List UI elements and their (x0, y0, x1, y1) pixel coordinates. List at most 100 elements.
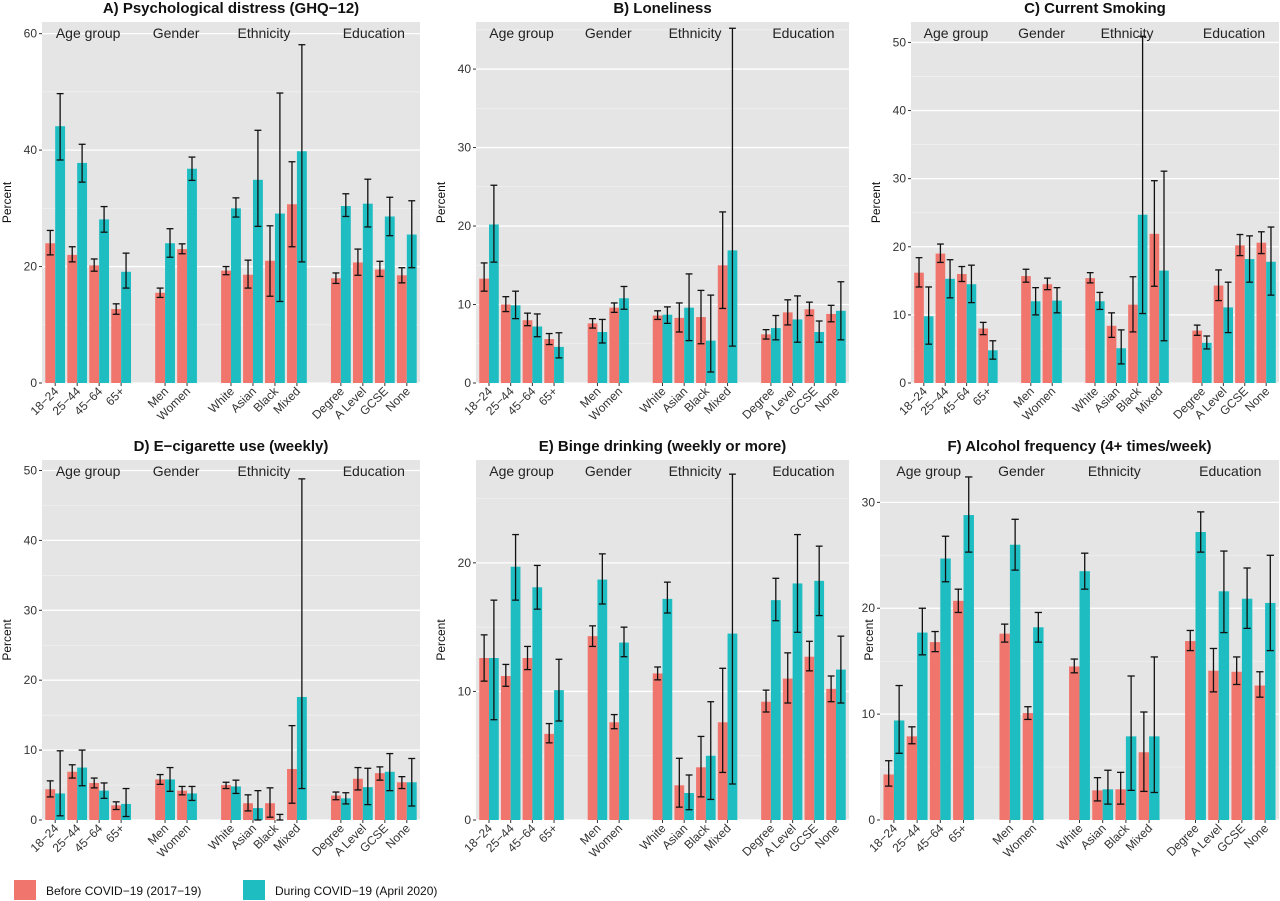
bar-during-18−24 (489, 224, 499, 383)
error-bar (837, 281, 845, 341)
error-bar (610, 302, 618, 314)
panel-title: C) Current Smoking (1024, 0, 1166, 17)
error-bar (762, 328, 770, 340)
bar-before-A Level (782, 678, 793, 820)
panel-title: E) Binge drinking (weekly or more) (539, 438, 787, 455)
bar-during-Women (1033, 627, 1044, 820)
error-bar (784, 299, 792, 326)
bar-before-White (652, 673, 663, 820)
error-bar (1193, 324, 1201, 336)
legend-swatch-during (243, 880, 265, 900)
bar-during-GCSE (814, 331, 825, 383)
error-bar (772, 314, 780, 341)
error-bar (1209, 647, 1218, 693)
error-bar (794, 533, 801, 633)
bar-during-Men (597, 579, 608, 820)
y-tick-label: 20 (862, 601, 876, 615)
bar-before-65+ (978, 328, 989, 383)
error-bar (342, 193, 350, 218)
y-tick-label: 0 (464, 376, 471, 390)
bar-before-Mixed (1149, 233, 1160, 383)
error-bar (598, 318, 606, 344)
error-bar (697, 289, 705, 345)
bar-during-65+ (963, 515, 974, 820)
error-bar (1151, 180, 1158, 287)
y-tick-label: 40 (24, 533, 38, 547)
bar-during-White (231, 208, 241, 383)
group-label: Ethnicity (669, 463, 722, 479)
error-bar (298, 44, 306, 263)
bar-before-White (652, 315, 663, 383)
bar-before-Asian (1092, 790, 1103, 820)
error-bar (937, 243, 944, 264)
group-label: Education (1199, 463, 1261, 479)
error-bar (100, 205, 108, 233)
error-bar (68, 764, 76, 779)
bar-during-A Level (1218, 591, 1230, 820)
error-bar (1104, 769, 1112, 805)
error-bar (729, 473, 736, 785)
bar-before-None (396, 782, 407, 820)
error-bar (815, 545, 823, 617)
error-bar (364, 767, 372, 806)
group-label: Gender (1018, 25, 1065, 41)
bar-during-GCSE (384, 216, 395, 383)
error-bar (78, 749, 86, 787)
error-bar (958, 265, 966, 283)
bar-before-None (826, 313, 836, 383)
plot-background (42, 460, 420, 820)
y-tick-label: 50 (24, 463, 38, 477)
bar-during-White (1079, 571, 1090, 820)
error-bar (408, 200, 416, 269)
bar-before-White (221, 785, 231, 820)
error-bar (166, 228, 174, 258)
error-bar (533, 313, 541, 338)
bar-during-Asian (684, 307, 694, 383)
bar-during-GCSE (1244, 259, 1255, 383)
bar-before-45−64 (522, 658, 533, 820)
bar-during-Men (597, 331, 608, 383)
bar-before-A Level (782, 312, 793, 383)
bar-before-Men (999, 633, 1010, 820)
error-bar (524, 645, 531, 671)
error-bar (90, 777, 98, 789)
error-bar (512, 290, 519, 320)
bar-before-18−24 (479, 658, 490, 820)
bar-before-None (1254, 685, 1266, 820)
x-tick-label: Mixed (1123, 821, 1156, 854)
bar-during-Women (187, 793, 197, 820)
error-bar (1224, 281, 1232, 334)
error-bar (398, 776, 406, 790)
bar-before-45−64 (89, 782, 100, 820)
error-bar (915, 257, 923, 288)
error-bar (989, 340, 997, 360)
bar-during-65+ (554, 346, 564, 383)
bar-before-45−64 (522, 320, 533, 383)
error-bar (968, 264, 975, 304)
error-bar (376, 260, 384, 278)
error-bar (524, 312, 531, 327)
error-bar (1108, 312, 1115, 339)
bar-during-45−64 (99, 790, 110, 820)
error-bar (1024, 706, 1032, 721)
error-bar (490, 184, 498, 263)
bar-before-18−24 (914, 272, 924, 383)
bar-before-65+ (111, 309, 122, 383)
legend-label-before: Before COVID−19 (2017−19) (46, 884, 201, 898)
error-bar (918, 607, 926, 656)
bar-before-None (1256, 242, 1267, 383)
error-bar (276, 813, 284, 821)
y-tick-label: 0 (868, 813, 875, 827)
error-bar (112, 801, 120, 811)
bar-during-45−64 (532, 326, 543, 383)
bar-before-Women (177, 249, 188, 383)
bar-during-25−44 (510, 566, 521, 820)
error-bar (772, 577, 780, 622)
bar-during-45−64 (966, 284, 977, 383)
error-bar (222, 781, 230, 790)
y-axis-label: Percent (869, 181, 883, 223)
error-bar (276, 92, 284, 303)
error-bar (222, 265, 230, 276)
error-bar (1139, 35, 1146, 315)
